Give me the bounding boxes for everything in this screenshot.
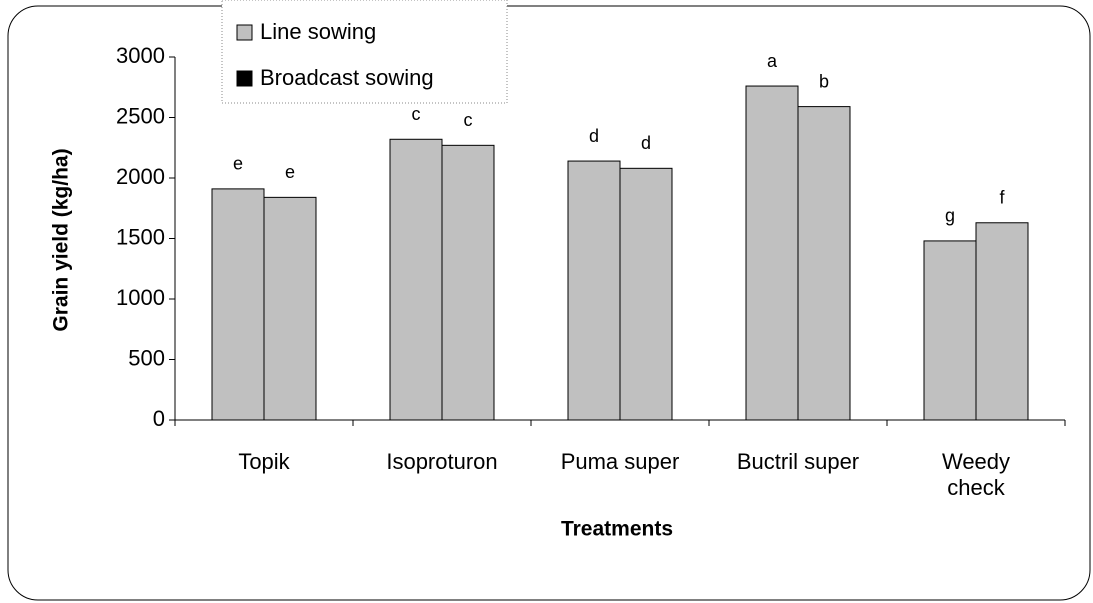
y-tick-label: 2500: [116, 103, 165, 128]
significance-letter: b: [819, 71, 829, 91]
legend-box: [221, 0, 508, 104]
frame: [7, 5, 1091, 601]
y-axis-title: Grain yield (kg/ha): [50, 148, 73, 331]
significance-letter: c: [412, 104, 421, 124]
bar: [263, 196, 317, 421]
bar: [211, 188, 265, 421]
significance-letter: d: [641, 133, 651, 153]
y-tick-label: 3000: [116, 43, 165, 68]
x-axis-title: Treatments: [561, 518, 673, 541]
x-tick-label: Isoproturon: [386, 449, 498, 474]
bar: [975, 222, 1029, 421]
bar: [389, 138, 443, 421]
bar: [567, 160, 621, 421]
legend-label: Broadcast sowing: [260, 65, 434, 90]
x-tick-label: Puma super: [560, 449, 680, 474]
legend-swatch: [236, 24, 253, 41]
bar: [441, 144, 495, 421]
y-tick-label: 500: [128, 345, 165, 370]
significance-letter: c: [464, 110, 473, 130]
y-tick-label: 1500: [116, 224, 165, 249]
x-tick-label: Weedy check: [941, 449, 1011, 500]
y-tick-label: 1000: [116, 285, 165, 310]
significance-letter: g: [945, 206, 955, 226]
significance-letter: f: [999, 188, 1005, 208]
significance-letter: e: [233, 154, 243, 174]
significance-letter: e: [285, 162, 295, 182]
y-tick-label: 0: [153, 406, 165, 431]
bar: [923, 240, 977, 421]
bar: [797, 106, 851, 421]
legend-swatch: [236, 70, 253, 87]
x-tick-label: Buctril super: [736, 449, 860, 474]
x-tick-label: Topik: [238, 449, 290, 474]
bar: [745, 85, 799, 421]
bar: [619, 167, 673, 421]
y-tick-label: 2000: [116, 164, 165, 189]
significance-letter: d: [589, 126, 599, 146]
significance-letter: a: [767, 51, 778, 71]
legend-label: Line sowing: [260, 19, 376, 44]
